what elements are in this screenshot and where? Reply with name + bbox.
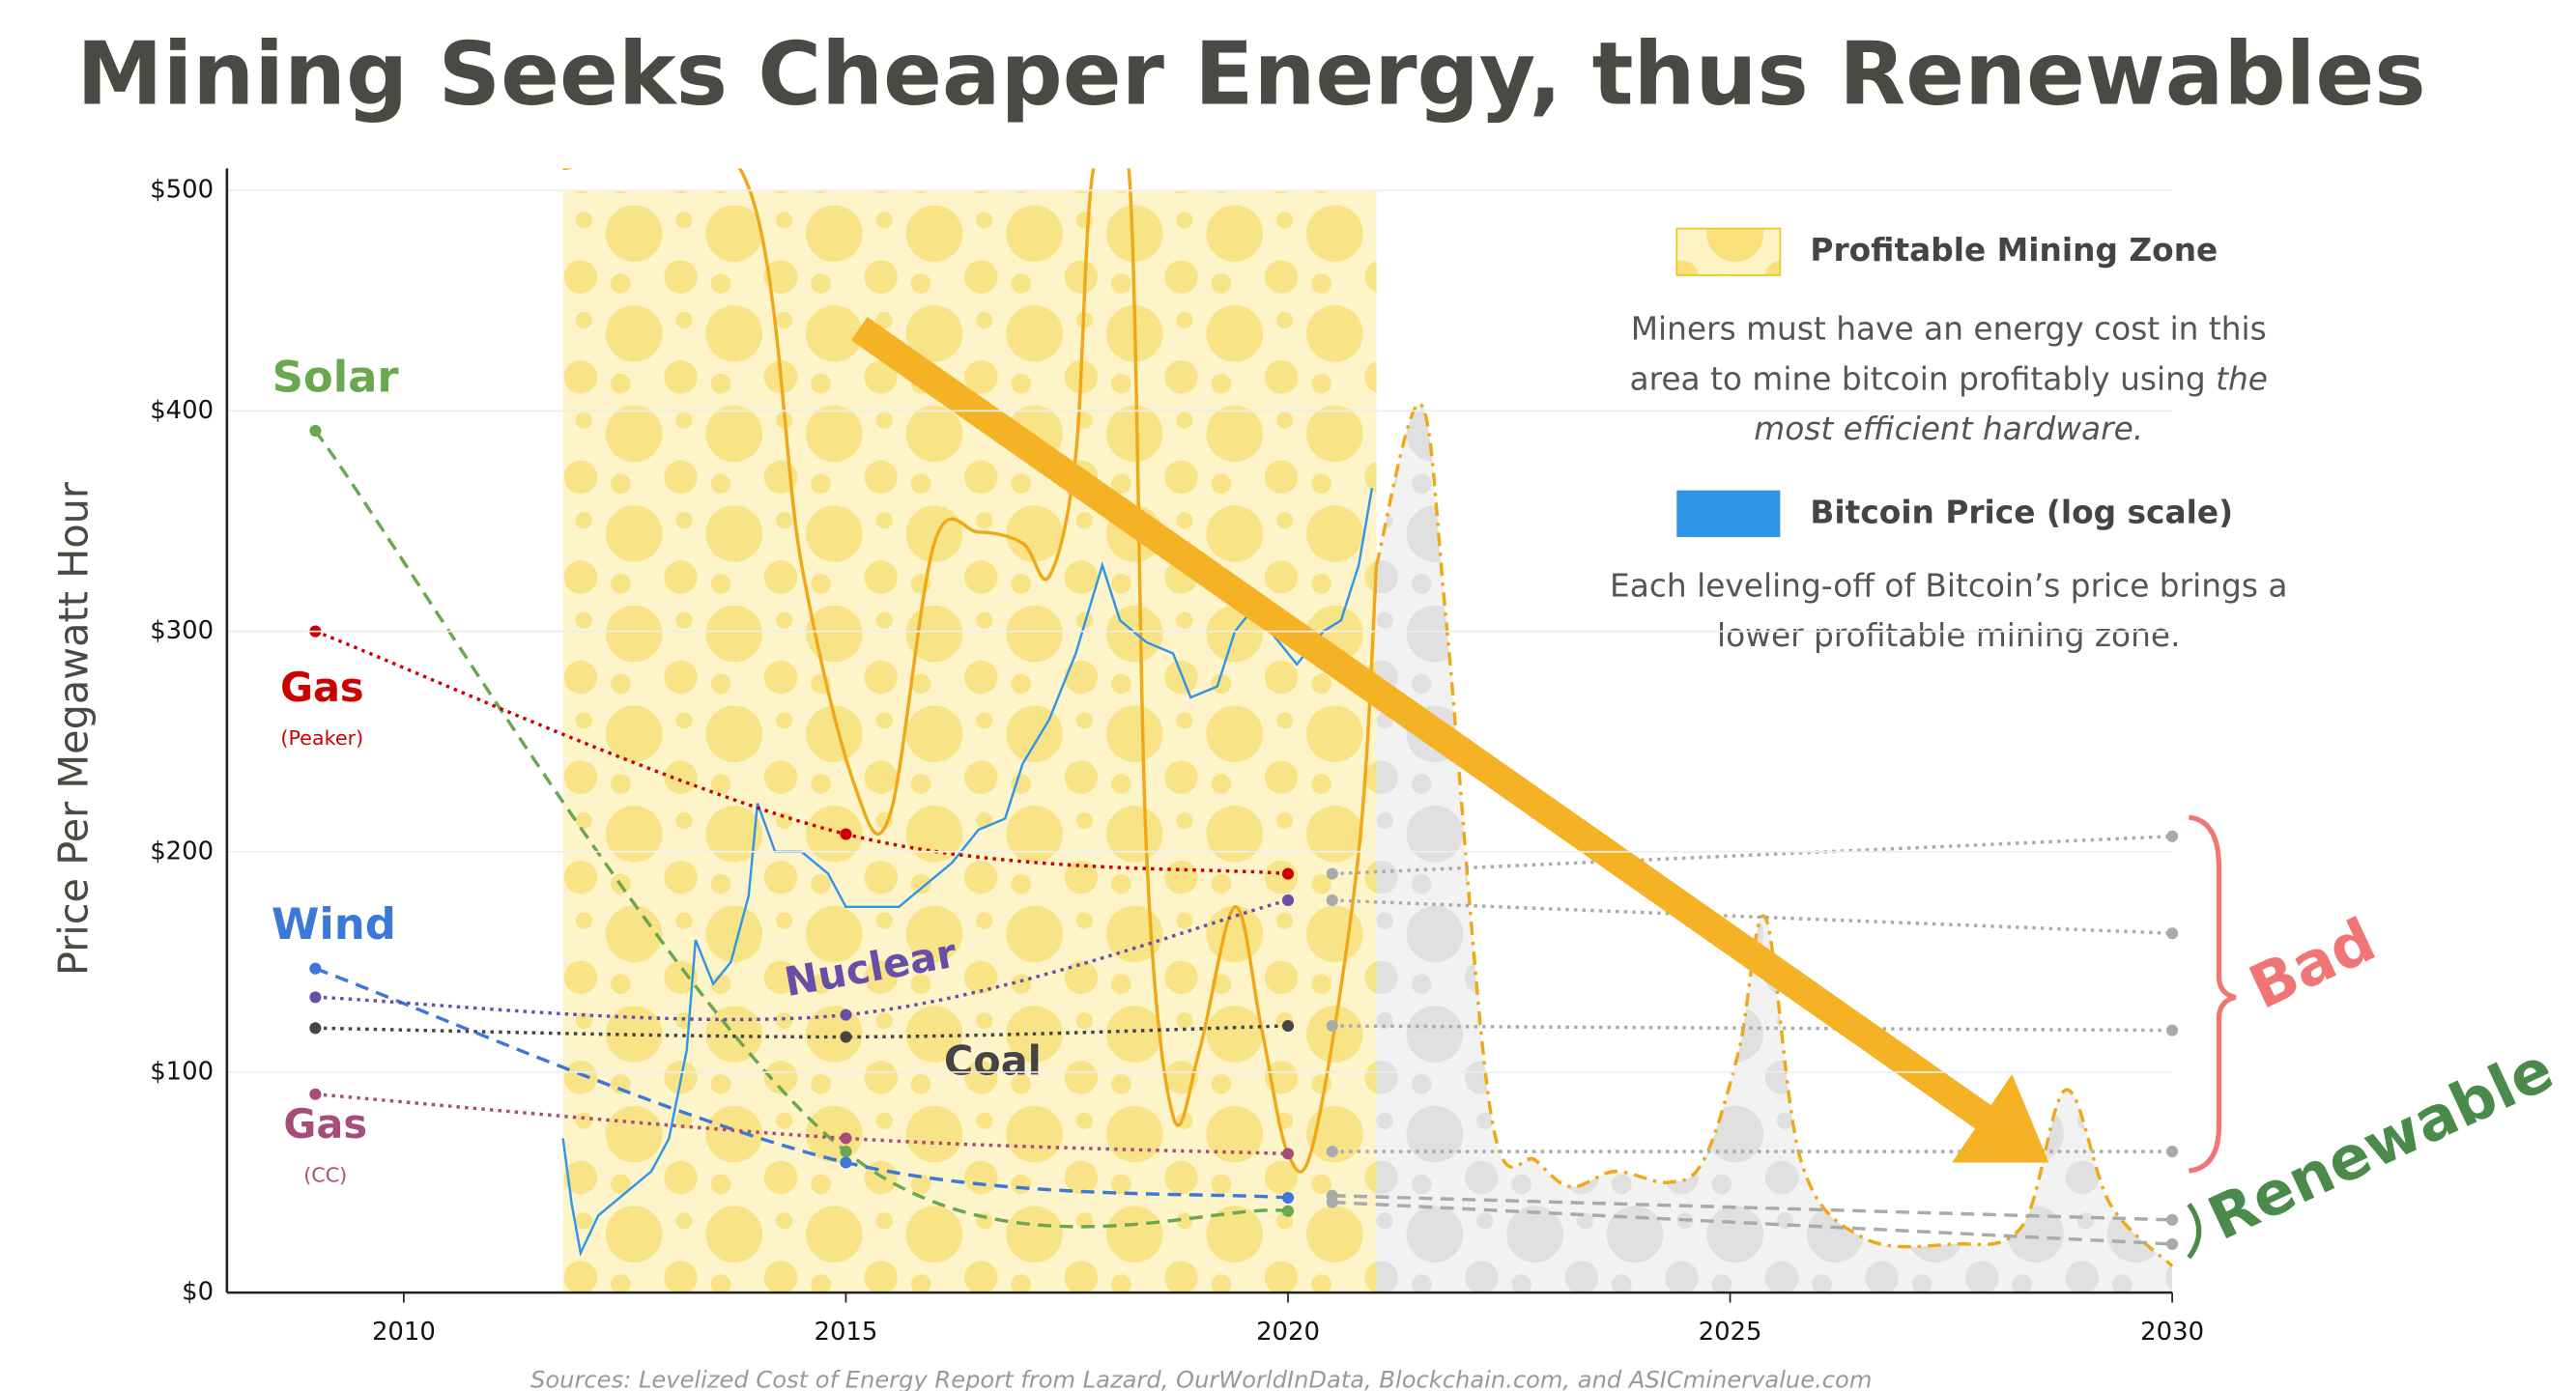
energy-line: [315, 1024, 1289, 1039]
note-line: Miners must have an energy cost in this: [1631, 310, 2267, 347]
x-tick-label: 2010: [372, 1318, 436, 1347]
projection-point: [2166, 830, 2179, 842]
projection-point: [2166, 1237, 2179, 1250]
note-line: lower profitable mining zone.: [1717, 617, 2181, 654]
energy-point: [309, 1022, 322, 1035]
energy-line: [314, 629, 1289, 876]
legend-label: Profitable Mining Zone: [1810, 232, 2218, 269]
energy-point: [1281, 894, 1295, 907]
energy-point: [1281, 867, 1295, 880]
source-note: Sources: Levelized Cost of Energy Report…: [530, 1367, 1872, 1391]
series-label: Coal: [944, 1038, 1042, 1085]
x-tick-label: 2020: [1256, 1318, 1320, 1347]
projection-point: [1326, 867, 1338, 880]
y-tick-label: $100: [150, 1057, 214, 1086]
chart-title: Mining Seeks Cheaper Energy, thus Renewa…: [76, 24, 2425, 125]
projection-point: [1326, 1189, 1338, 1202]
series-label: Solar: [272, 352, 399, 403]
energy-point: [309, 991, 322, 1004]
projection-point: [1326, 894, 1338, 907]
energy-point: [1281, 1191, 1295, 1205]
projection-point: [1326, 1019, 1338, 1033]
note-line: most efficient hardware.: [1754, 411, 2143, 447]
series-note: (Peaker): [280, 726, 363, 750]
group-label: Renewable: [2198, 1034, 2564, 1254]
projection-energy-line: [1331, 1200, 2173, 1246]
note-part: the: [2216, 360, 2268, 397]
y-axis-label: Price Per Megawatt Hour: [50, 481, 97, 976]
energy-point: [840, 1156, 852, 1169]
x-tick-label: 2025: [1699, 1318, 1762, 1347]
projection-line: [1374, 402, 2174, 1267]
projection-point: [2166, 1024, 2179, 1036]
energy-point: [840, 1031, 852, 1043]
x-tick-label: 2015: [815, 1318, 878, 1347]
note-line: area to mine bitcoin profitably using th…: [1630, 360, 2268, 397]
plot: [561, 168, 2174, 1293]
legend-swatch: [1676, 490, 1781, 537]
projection-energy-line: [1331, 898, 2173, 935]
energy-point: [309, 962, 322, 975]
y-tick-label: $500: [150, 176, 214, 205]
energy-point: [840, 1146, 852, 1158]
legend-swatch: [1675, 227, 1782, 276]
energy-point: [840, 1132, 852, 1145]
energy-line: [314, 967, 1289, 1200]
projection-energy-line: [1331, 1194, 2173, 1222]
projection-energy-line: [1331, 1024, 2173, 1033]
series-note: (CC): [303, 1163, 347, 1186]
energy-point: [840, 1008, 852, 1021]
bitcoin-line: [561, 488, 1374, 1257]
series-label: Gas: [280, 665, 364, 711]
energy-point: [1281, 1148, 1295, 1160]
energy-line: [313, 429, 1289, 1229]
x-tick-label: 2030: [2140, 1318, 2204, 1347]
projection-point: [2166, 1213, 2179, 1226]
series-label: Gas: [283, 1101, 367, 1148]
bracket: [2188, 814, 2237, 1174]
y-tick-label: $0: [182, 1278, 214, 1307]
energy-point: [840, 828, 852, 840]
projection-energy-line: [1331, 835, 2173, 876]
energy-point: [309, 424, 322, 437]
trend-arrow-head: [1952, 1073, 2049, 1163]
y-tick-label: $300: [150, 616, 214, 645]
zone-band: [562, 189, 1377, 1293]
projection-point: [2166, 1146, 2179, 1158]
group-label: Bad: [2239, 904, 2386, 1023]
trend-arrow: [850, 317, 1997, 1133]
y-tick-label: $200: [150, 837, 214, 866]
projection-point: [2166, 927, 2179, 940]
legend-label: Bitcoin Price (log scale): [1810, 494, 2233, 530]
projection-point: [1326, 1146, 1338, 1158]
energy-line: [315, 1093, 1289, 1156]
energy-line: [315, 898, 1289, 1022]
zone-line: [562, 168, 1379, 1174]
series-label: Wind: [272, 898, 396, 950]
projection-area: [1376, 404, 2173, 1293]
energy-point: [1281, 1205, 1295, 1217]
note-part: area to mine bitcoin profitably using: [1630, 360, 2206, 397]
energy-point: [1281, 1019, 1295, 1033]
bracket: [2187, 1203, 2202, 1260]
energy-point: [309, 1088, 322, 1100]
note-line: Each leveling-off of Bitcoin’s price bri…: [1610, 567, 2287, 604]
y-tick-label: $400: [150, 396, 214, 425]
